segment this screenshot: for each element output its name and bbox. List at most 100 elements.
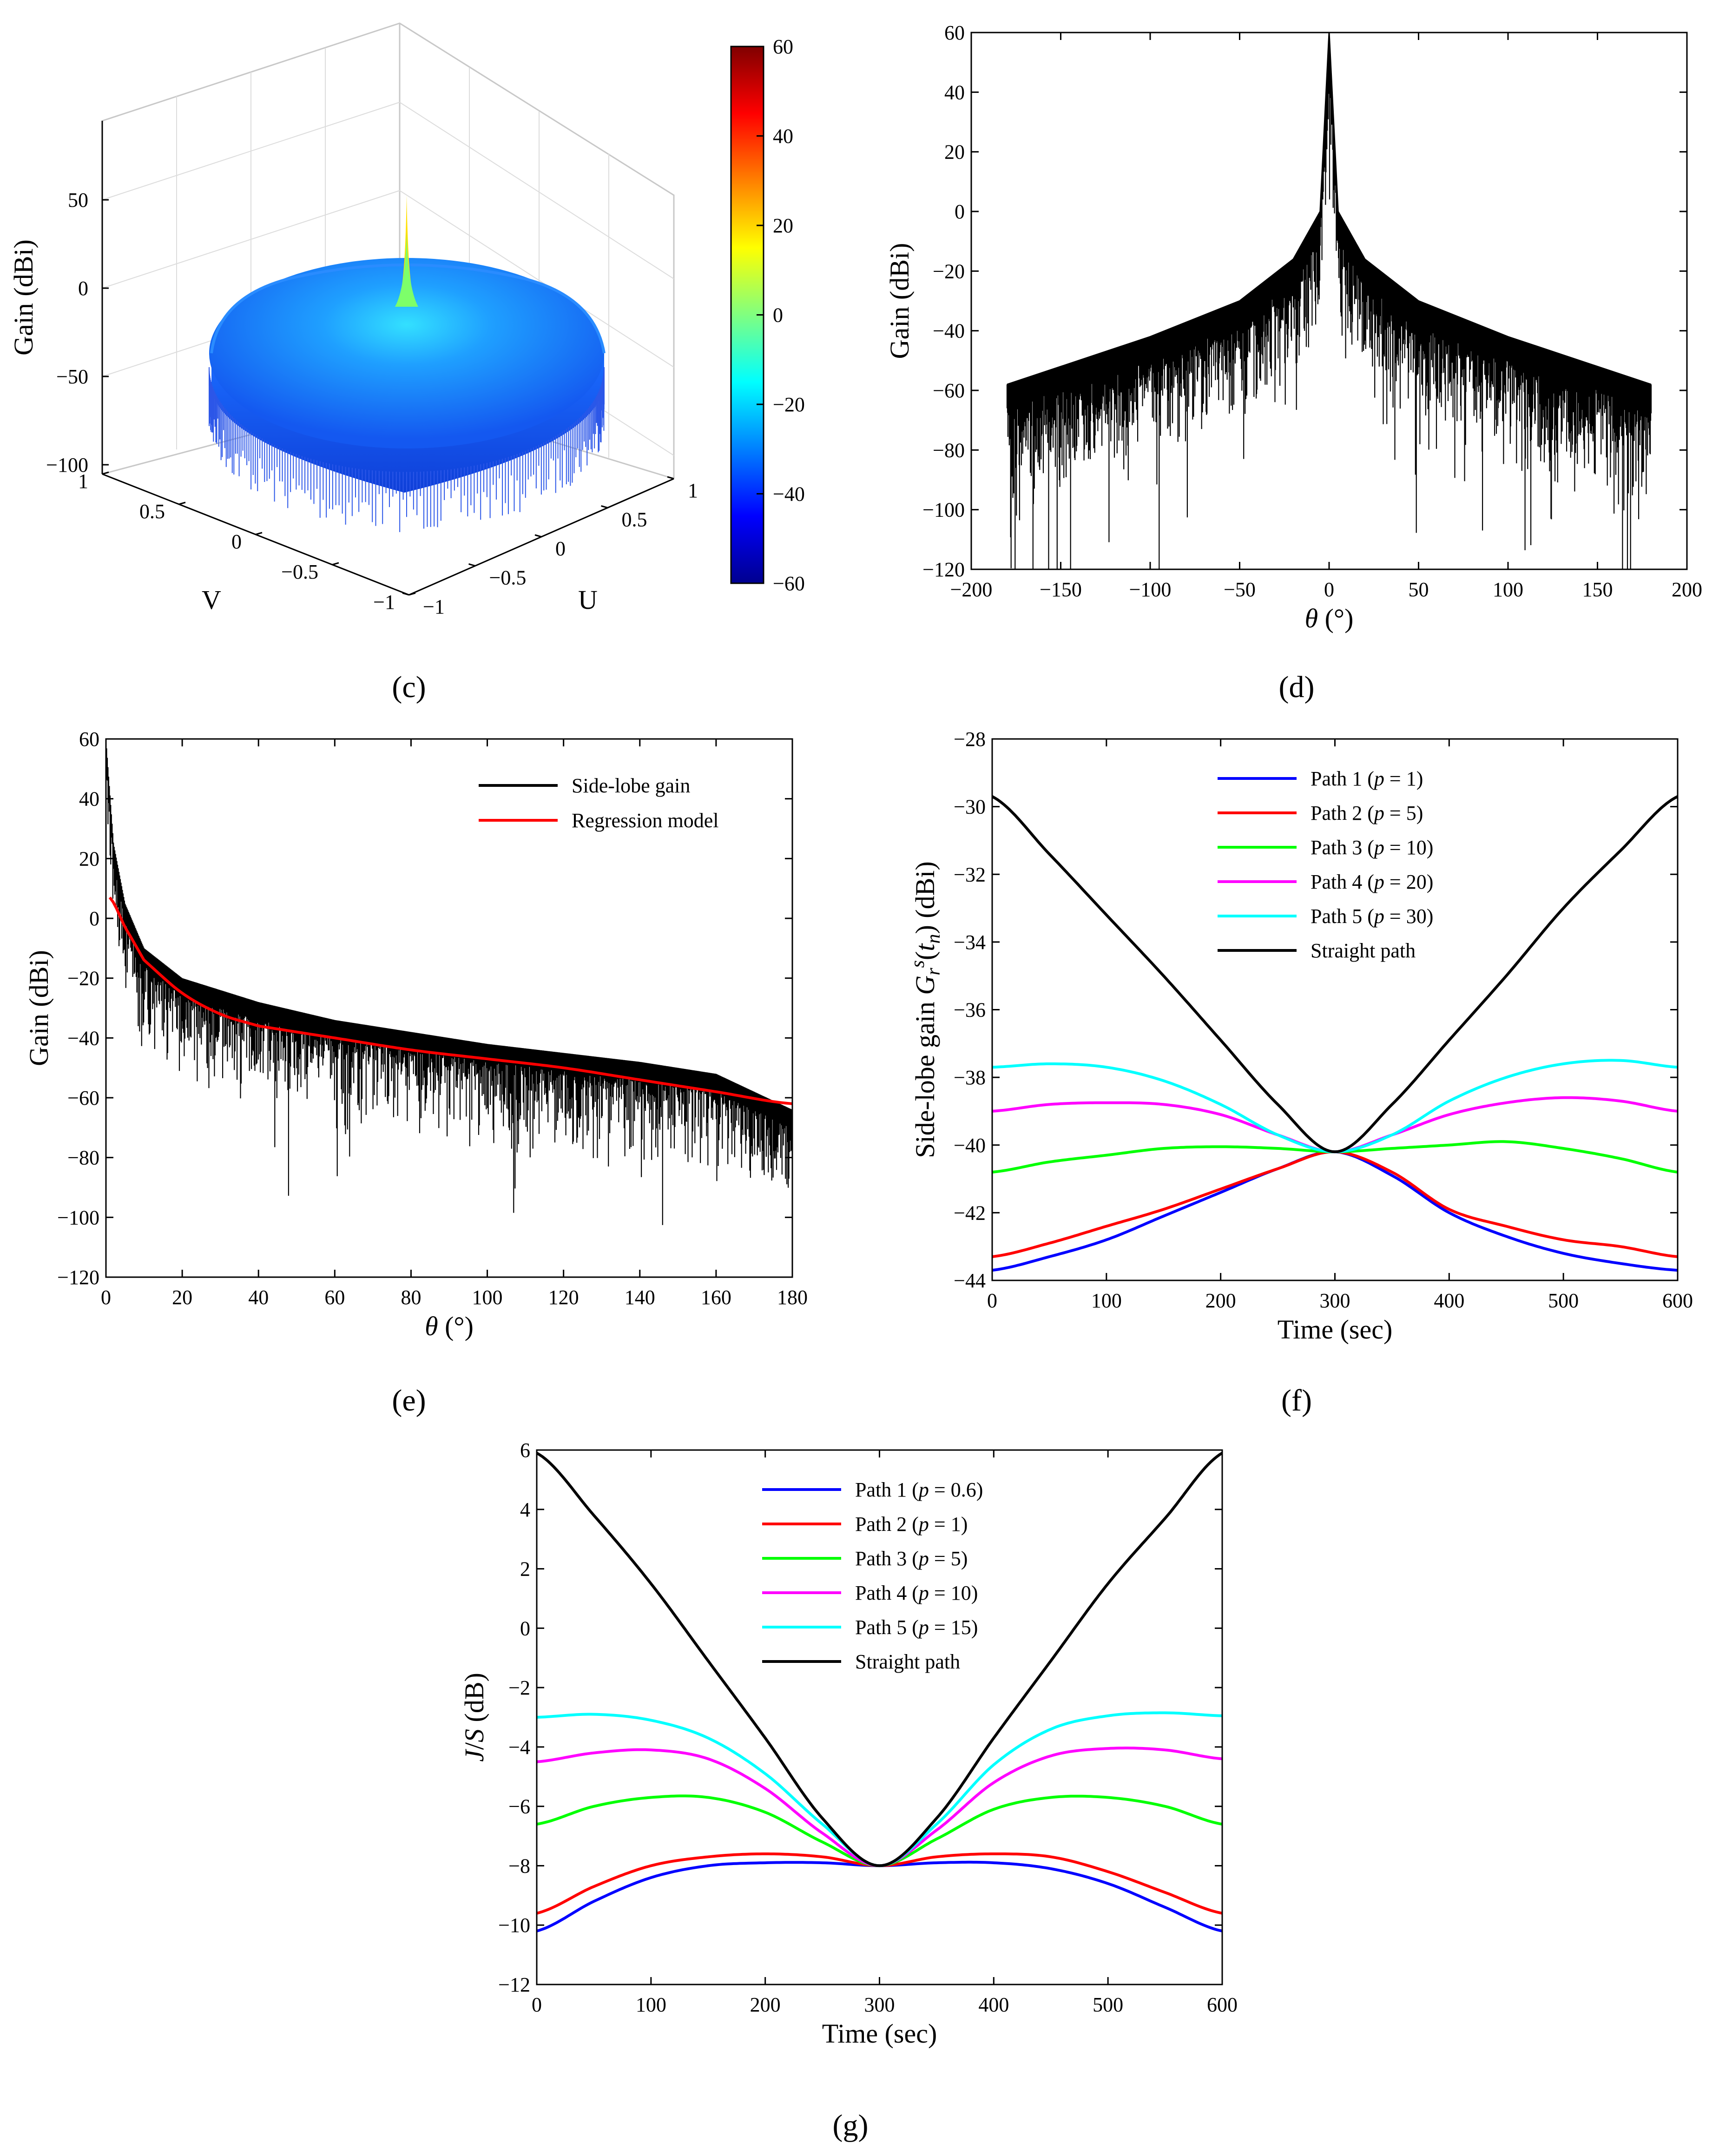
panel-d-x-tick-label: −50 [1224, 578, 1256, 601]
panel-e-x-tick-label: 80 [401, 1286, 421, 1309]
panel-f-x-tick-label: 400 [1434, 1289, 1464, 1312]
panel-c-ylabel: V [202, 585, 221, 615]
panel-f-x-tick-label: 100 [1091, 1289, 1122, 1312]
panel-f-legend: Path 1 (p = 1) Path 2 (p = 5) Path 3 (p = … [1218, 767, 1433, 962]
panel-c-u-axis: −1 −0.5 0 0.5 1 U [402, 476, 698, 618]
panel-d-y-tick-label: 0 [955, 200, 965, 223]
panel-f-ylabel: Side-lobe gain Grs(tn) (dBi) [907, 861, 944, 1158]
panel-g-plot-area [537, 1450, 1222, 1985]
panel-c-v-tick-label: 0.5 [139, 500, 165, 523]
panel-label-c: (c) [392, 670, 426, 704]
panel-g-x-tick-label: 0 [532, 1993, 542, 2016]
panel-e-x-tick-label: 100 [472, 1286, 503, 1309]
panel-e-y-tick-label: 60 [79, 728, 99, 751]
panel-c-3d-surface: 50 0 −50 −100 Gain (dBi) 1 0.5 0 −0.5 −1 V −1 −0… [8, 22, 805, 704]
panel-f-xlabel: Time (sec) [1278, 1314, 1393, 1345]
legend-entry: Path 3 (p = 10) [1311, 836, 1433, 859]
panel-f-chart: 0 100 200 300 400 500 600 −28 −30 −32 −34 −36 −38 −40… [907, 728, 1693, 1345]
panel-d-x-tick-label: 200 [1672, 578, 1702, 601]
panel-c-u-tick-mark [402, 592, 409, 596]
legend-entry: Side-lobe gain [572, 774, 690, 797]
colorbar-tick-label: 20 [773, 214, 793, 237]
panel-c-zlabel: Gain (dBi) [8, 239, 39, 356]
panel-d-x-tick-label: 100 [1493, 578, 1523, 601]
series-line-6 [537, 1451, 1222, 1867]
panel-e-chart: 0 20 40 60 80 100 120 140 160 180 60 40 20 0 −20 −40 −60… [24, 728, 808, 1341]
panel-g-x-tick-label: 100 [636, 1993, 666, 2016]
panel-d-x-tick-label: 150 [1582, 578, 1613, 601]
panel-c-z-tick-label: −100 [46, 454, 88, 476]
legend-entry: Path 1 (p = 1) [1311, 767, 1423, 790]
panel-f-y-tick-label: −42 [954, 1201, 986, 1224]
panel-d-xlabel: θ (°) [1305, 603, 1354, 633]
panel-d-y-tick-label: −60 [933, 379, 965, 402]
panel-g-xlabel: Time (sec) [822, 2018, 937, 2049]
panel-e-series-group [106, 739, 792, 1225]
colorbar-tick-label: −20 [773, 393, 805, 416]
panel-e-y-tick-label: −60 [67, 1087, 99, 1109]
panel-f-y-tick-label: −28 [954, 728, 986, 751]
panel-f-x-tick-label: 600 [1662, 1289, 1693, 1312]
panel-label-d: (d) [1279, 670, 1315, 704]
panel-f-series-group [992, 795, 1678, 1272]
panel-g-y-tick-label: −10 [498, 1914, 530, 1937]
panel-f-y-tick-label: −30 [954, 796, 986, 818]
panel-c-v-tick-mark [178, 501, 186, 505]
colorbar-tick-label: 40 [773, 125, 793, 148]
panel-e-x-tick-label: 40 [248, 1286, 269, 1309]
legend-entry: Path 2 (p = 1) [855, 1513, 968, 1536]
panel-c-v-tick-mark [102, 471, 109, 475]
panel-e-y-tick-label: 40 [79, 788, 99, 811]
panel-e-x-tick-label: 60 [324, 1286, 345, 1309]
panel-f-y-tick-label: −38 [954, 1066, 986, 1089]
panel-e-x-tick-label: 180 [777, 1286, 808, 1309]
panel-g-y-tick-label: 0 [520, 1617, 530, 1640]
panel-c-u-tick-mark [667, 476, 674, 480]
panel-g-y-tick-label: 6 [520, 1439, 530, 1462]
panel-d-y-tick-label: 40 [944, 81, 965, 104]
panel-e-axes-frame [105, 738, 793, 1278]
panel-g-chart: 0 100 200 300 400 500 600 6 4 2 0 −2 −4 −6 −8 −10 −12 Tim… [459, 1439, 1238, 2049]
panel-e-sidelobe-gain [106, 739, 792, 1225]
panel-label-e: (e) [392, 1384, 426, 1418]
legend-entry: Regression model [572, 809, 719, 832]
panel-c-u-tick-label: −1 [423, 595, 445, 618]
panel-c-u-tick-mark [601, 505, 608, 508]
panel-d-y-tick-label: 20 [944, 141, 965, 164]
panel-c-u-tick-label: 0.5 [622, 508, 647, 531]
panel-f-x-tick-label: 500 [1548, 1289, 1579, 1312]
panel-g-ylabel: J/S (dB) [459, 1673, 489, 1762]
legend-entry: Path 5 (p = 30) [1311, 905, 1433, 928]
panel-c-u-tick-mark [468, 563, 475, 567]
panel-label-g: (g) [833, 2109, 869, 2143]
panel-label-f: (f) [1281, 1384, 1312, 1418]
panel-e-y-tick-label: 0 [89, 907, 99, 930]
panel-c-v-tick-label: −1 [373, 591, 395, 613]
surface-skirt-spikes [209, 367, 605, 532]
colorbar-tick-label: −40 [773, 483, 805, 506]
panel-c-v-tick-mark [332, 562, 339, 566]
panel-g-y-tick-label: −8 [508, 1854, 530, 1877]
panel-f-y-tick-label: −34 [954, 931, 986, 954]
panel-c-v-tick-label: −0.5 [281, 560, 318, 583]
panel-d-gain-pattern [1006, 33, 1652, 569]
panel-f-x-tick-label: 0 [987, 1289, 997, 1312]
panel-e-x-tick-label: 160 [701, 1286, 731, 1309]
panel-c-z-tick-label: 0 [78, 277, 88, 300]
panel-c-v-tick-label: 0 [231, 530, 242, 553]
panel-c-z-tick-label: 50 [68, 189, 88, 211]
panel-c-z-axis: 50 0 −50 −100 Gain (dBi) [8, 121, 109, 476]
panel-d-y-tick-label: −120 [922, 558, 965, 581]
panel-c-v-tick-mark [255, 532, 263, 535]
panel-e-x-tick-label: 20 [172, 1286, 192, 1309]
panel-f-y-tick-label: −36 [954, 999, 986, 1022]
panel-c-u-tick-label: −0.5 [489, 567, 527, 589]
series-line-6 [992, 795, 1678, 1154]
legend-entry: Path 1 (p = 0.6) [855, 1478, 983, 1501]
panel-g-y-tick-label: 4 [520, 1498, 530, 1521]
panel-d-series-group [1006, 33, 1652, 569]
legend-entry: Path 3 (p = 5) [855, 1547, 968, 1570]
panel-d-gain-envelope [1007, 33, 1652, 385]
legend-entry: Path 4 (p = 10) [855, 1582, 978, 1604]
panel-g-y-tick-label: −6 [508, 1795, 530, 1818]
